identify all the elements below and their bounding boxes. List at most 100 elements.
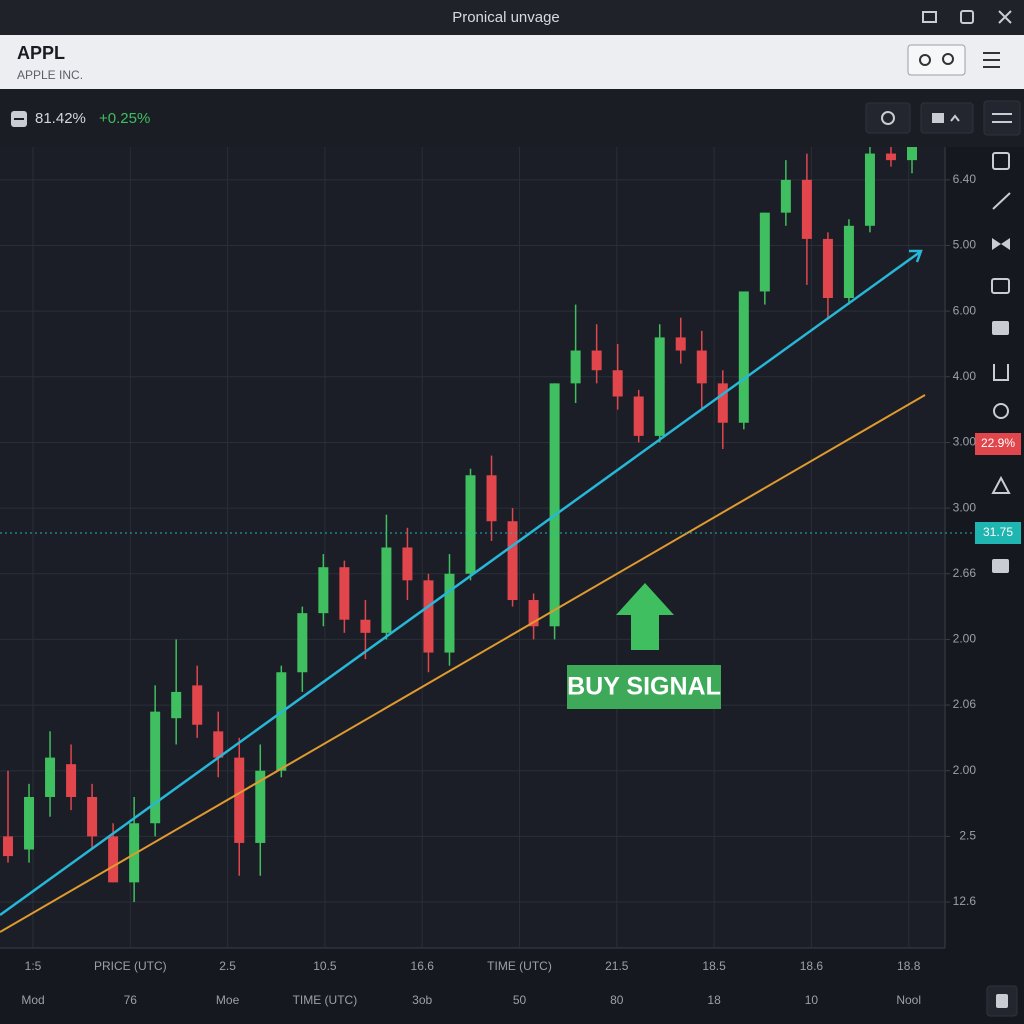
x-tick-label: 18.8 [897, 959, 921, 973]
candle-body [297, 613, 308, 673]
trend-line [0, 250, 921, 917]
x-tick-label: 80 [610, 993, 624, 1007]
candle-body [129, 823, 140, 883]
price-tag [975, 522, 1021, 544]
candle-body [696, 350, 707, 384]
candle-body [822, 238, 833, 299]
x-tick-label: 10 [805, 993, 819, 1007]
candle-body [654, 337, 665, 436]
candle-body [276, 672, 287, 771]
x-tick-label: 18.6 [800, 959, 824, 973]
candle-body [339, 567, 350, 620]
annotation-box [567, 665, 721, 709]
icon [919, 54, 931, 66]
candle-body [843, 225, 854, 299]
icon [950, 114, 960, 122]
trend-line [0, 394, 926, 933]
icon [996, 994, 1008, 1008]
title-bar [0, 0, 1024, 35]
company-name: APPLE INC. [17, 68, 83, 82]
tool-button[interactable] [992, 238, 1010, 250]
y-tick-label: 2.06 [953, 697, 977, 711]
x-tick-label: Nool [896, 993, 921, 1007]
y-tick-label: 12.6 [953, 894, 977, 908]
candles [3, 147, 917, 903]
y-tick-label: 2.5 [959, 829, 976, 843]
price-tag-label: 31.75 [983, 525, 1013, 539]
x-tick-label: 10.5 [313, 959, 337, 973]
candle-body [507, 521, 518, 601]
tool-button[interactable] [992, 152, 1010, 170]
candle-body [465, 475, 476, 574]
candle-body [171, 691, 182, 719]
candle-body [66, 764, 77, 797]
price-tag-label: 22.9% [981, 436, 1015, 450]
candle-body [255, 770, 266, 843]
candle-body [3, 836, 13, 857]
candle-body [402, 547, 413, 581]
tool-button[interactable] [992, 321, 1009, 335]
candle-body [612, 370, 623, 397]
x-tick-label: TIME (UTC) [487, 959, 552, 973]
candle-body [864, 153, 875, 226]
tool-button[interactable] [991, 475, 1011, 494]
side-toolbar [983, 100, 1021, 1017]
candle-body [234, 757, 245, 843]
y-tick-label: 5.00 [953, 238, 977, 252]
candle-body [717, 383, 728, 423]
maximize-button[interactable] [960, 10, 974, 24]
y-tick-label: 4.00 [953, 369, 977, 383]
candle-body [87, 796, 98, 837]
y-tick-label: 3.00 [953, 435, 977, 449]
tool-button[interactable] [992, 192, 1011, 210]
candle-body [738, 291, 749, 423]
tool-button[interactable] [993, 403, 1009, 419]
y-tick-label: 2.00 [953, 763, 977, 777]
candle-body [549, 383, 560, 627]
y-tick-label: 6.00 [953, 303, 977, 317]
tool-button[interactable] [991, 278, 1010, 294]
settings-button[interactable] [865, 102, 911, 134]
annotation: BUY SIGNAL [567, 673, 721, 701]
candle-body [907, 147, 917, 161]
x-tick-label: 3ob [412, 993, 432, 1007]
candle-body [423, 580, 434, 653]
x-tick-label: Moe [216, 993, 240, 1007]
layout-button[interactable] [920, 102, 974, 134]
candle-body [150, 711, 161, 824]
candle-body [318, 567, 329, 614]
candle-body [801, 179, 812, 239]
x-tick-label: 1:5 [25, 959, 42, 973]
icon [932, 113, 944, 123]
icon [942, 53, 954, 65]
y-tick-label: 6.40 [953, 172, 977, 186]
candle-body [633, 396, 644, 436]
x-tick-label: 16.6 [411, 959, 435, 973]
candle-body [486, 475, 497, 522]
trend-arrow [909, 249, 923, 263]
tool-button[interactable] [993, 364, 1009, 381]
menu-button[interactable] [983, 52, 1000, 68]
close-button[interactable] [998, 10, 1012, 24]
toolbar [0, 89, 1024, 147]
header [0, 35, 1024, 89]
tool-button[interactable] [992, 559, 1009, 573]
candle-body [780, 179, 791, 213]
candle-body [675, 337, 686, 351]
x-tick-label: TIME (UTC) [293, 993, 358, 1007]
minimize-button[interactable] [922, 11, 937, 23]
change: +0.25% [99, 110, 150, 127]
candle-body [213, 731, 224, 758]
candle-body [528, 600, 539, 627]
window-title: Pronical unvage [452, 9, 560, 26]
icon [881, 111, 895, 125]
candle-body [24, 796, 35, 850]
candle-body [108, 836, 119, 883]
candle-body [591, 350, 602, 371]
tool-button[interactable] [983, 100, 1021, 136]
search-button[interactable] [907, 44, 966, 76]
candle-body [444, 573, 455, 653]
y-tick-label: 2.66 [953, 566, 977, 580]
x-tick-label: Mod [21, 993, 44, 1007]
window-controls[interactable] [922, 10, 1012, 24]
